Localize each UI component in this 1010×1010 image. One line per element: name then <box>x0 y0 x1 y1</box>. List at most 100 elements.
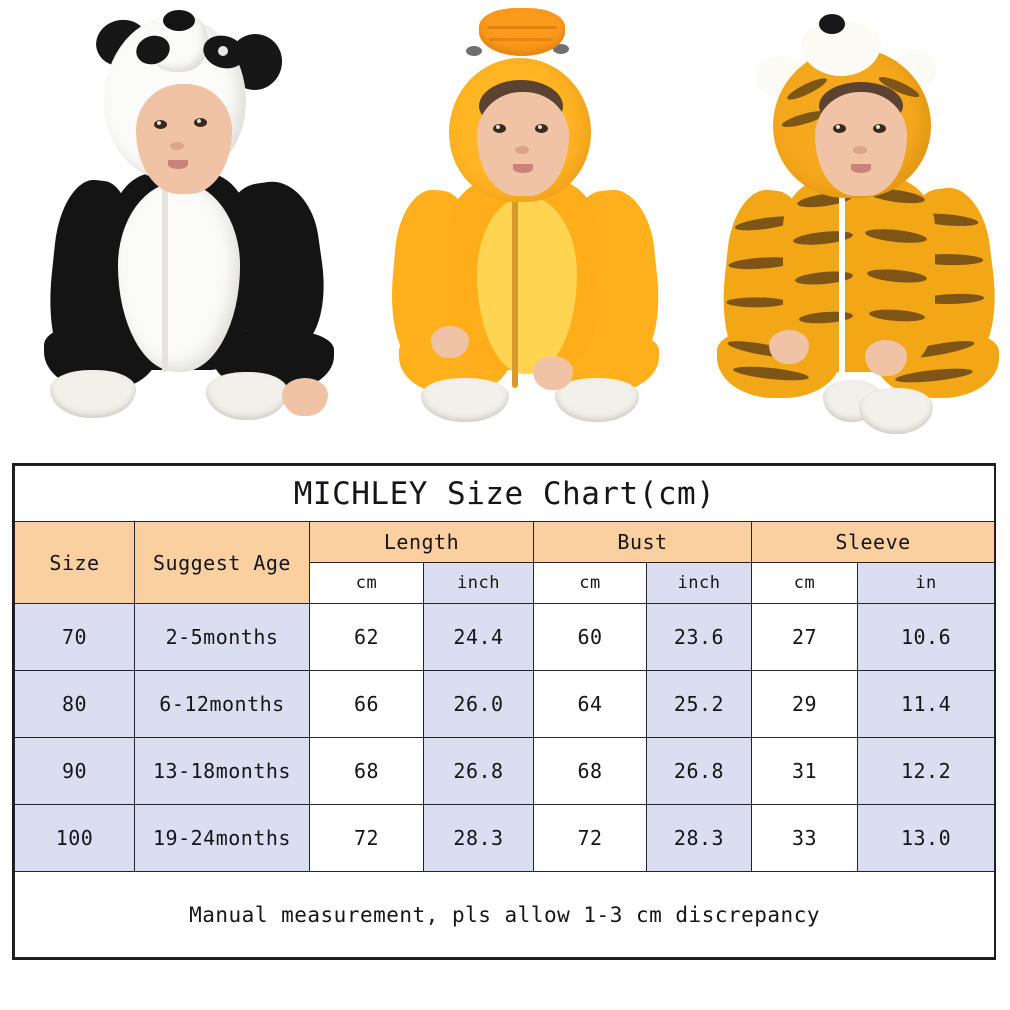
header-length-cm: cm <box>309 562 424 604</box>
table-row: 70 2-5months 62 24.4 60 23.6 27 10.6 <box>14 603 996 671</box>
baby-hand-right <box>532 356 573 390</box>
cell-length-inch: 26.8 <box>423 737 534 805</box>
header-length-inch: inch <box>423 562 534 604</box>
tiger-stripe <box>894 365 974 386</box>
mouth <box>168 160 188 169</box>
nose <box>853 146 868 154</box>
header-bust-cm: cm <box>533 562 647 604</box>
cell-bust-cm: 60 <box>533 603 647 671</box>
panda-nose-patch <box>163 10 195 31</box>
cell-length-cm: 72 <box>309 804 424 872</box>
cell-age: 13-18months <box>134 737 310 805</box>
cell-length-cm: 68 <box>309 737 424 805</box>
baby-face-duck <box>476 92 569 196</box>
panda-foot-left <box>50 370 136 418</box>
table-row: 100 19-24months 72 28.3 72 28.3 33 13.0 <box>14 804 996 872</box>
tiger-nose <box>819 14 846 34</box>
eye-right <box>873 124 887 133</box>
cell-bust-cm: 68 <box>533 737 647 805</box>
cell-size: 70 <box>14 603 135 671</box>
cell-sleeve-in: 13.0 <box>856 804 996 872</box>
duck-belly <box>476 196 577 374</box>
unit-header-row: cm inch cm inch cm in <box>15 562 996 604</box>
tiger-torso <box>783 176 936 372</box>
eye-right <box>534 124 548 133</box>
cell-length-inch: 26.0 <box>423 670 534 738</box>
cell-age: 6-12months <box>134 670 310 738</box>
product-photo-strip <box>0 0 1010 455</box>
tiger-zipper <box>839 186 846 378</box>
mouth <box>512 164 533 173</box>
cell-age: 19-24months <box>134 804 310 872</box>
duck-bill <box>478 8 565 56</box>
duck-foot-left <box>420 378 509 422</box>
panda-foot-right <box>206 372 288 420</box>
group-header-row: Size Suggest Age Length Bust Sleeve <box>14 521 996 604</box>
header-age: Suggest Age <box>134 521 310 604</box>
cell-sleeve-in: 12.2 <box>856 737 996 805</box>
duck-foot-right <box>554 378 639 422</box>
cell-length-cm: 66 <box>309 670 424 738</box>
chart-note-row: Manual measurement, pls allow 1-3 cm dis… <box>13 871 996 958</box>
panda-belly <box>118 182 240 372</box>
tiger-stripe <box>726 297 787 308</box>
header-sleeve-in: in <box>856 562 996 604</box>
duck-bill-line <box>486 26 557 29</box>
header-size: Size <box>14 521 135 604</box>
panda-romper-photo <box>0 0 337 455</box>
duck-romper-photo <box>336 0 674 455</box>
panda-eye-dot <box>218 46 228 56</box>
cell-length-inch: 28.3 <box>423 804 534 872</box>
tiger-foot-right <box>859 388 934 434</box>
eye-left <box>492 124 506 133</box>
tiger-stripe <box>866 267 928 285</box>
header-bust-inch: inch <box>646 562 752 604</box>
eye-left <box>154 120 167 129</box>
duck-eye-left <box>465 46 482 56</box>
mouth <box>851 164 872 173</box>
panda-zipper <box>162 186 168 372</box>
size-chart-table: MICHLEY Size Chart(cm) Size Suggest Age … <box>13 465 996 958</box>
tiger-stripe <box>864 226 928 246</box>
eye-left <box>833 124 847 133</box>
eye-right <box>194 118 207 127</box>
duck-bill-line <box>488 38 553 41</box>
cell-sleeve-cm: 33 <box>751 804 858 872</box>
cell-bust-inch: 25.2 <box>646 670 752 738</box>
header-length: Length <box>309 521 534 563</box>
size-chart-panel: MICHLEY Size Chart(cm) Size Suggest Age … <box>12 463 996 960</box>
duck-eye-right <box>552 44 569 54</box>
cell-sleeve-in: 11.4 <box>856 670 996 738</box>
cell-bust-cm: 72 <box>533 804 647 872</box>
baby-hand-panda <box>282 378 328 416</box>
header-sleeve: Sleeve <box>750 521 996 563</box>
table-row: 80 6-12months 66 26.0 64 25.2 29 11.4 <box>14 670 996 738</box>
baby-face-panda <box>136 84 232 194</box>
cell-bust-inch: 23.6 <box>646 603 752 671</box>
baby-hand-right <box>865 340 908 376</box>
tiger-stripe <box>798 310 854 325</box>
cell-bust-inch: 26.8 <box>646 737 752 805</box>
header-sleeve-cm: cm <box>751 562 858 604</box>
cell-size: 80 <box>14 670 135 738</box>
tiger-romper-photo <box>673 0 1010 455</box>
cell-size: 90 <box>14 737 135 805</box>
cell-age: 2-5months <box>134 603 310 671</box>
chart-title-row: MICHLEY Size Chart(cm) <box>13 465 996 522</box>
cell-bust-cm: 64 <box>533 670 647 738</box>
measurement-note: Manual measurement, pls allow 1-3 cm dis… <box>13 871 996 958</box>
cell-size: 100 <box>14 804 135 872</box>
cell-length-inch: 24.4 <box>423 603 534 671</box>
header-bust: Bust <box>533 521 752 563</box>
duck-zipper <box>511 192 518 388</box>
cell-sleeve-cm: 27 <box>751 603 858 671</box>
table-row: 90 13-18months 68 26.8 68 26.8 31 12.2 <box>14 737 996 805</box>
cell-sleeve-cm: 31 <box>751 737 858 805</box>
cell-length-cm: 62 <box>309 603 424 671</box>
cell-bust-inch: 28.3 <box>646 804 752 872</box>
baby-face-tiger <box>815 92 908 196</box>
tiger-stripe <box>868 308 926 323</box>
baby-hand-left <box>430 326 469 358</box>
cell-sleeve-cm: 29 <box>751 670 858 738</box>
chart-title: MICHLEY Size Chart(cm) <box>13 465 996 522</box>
